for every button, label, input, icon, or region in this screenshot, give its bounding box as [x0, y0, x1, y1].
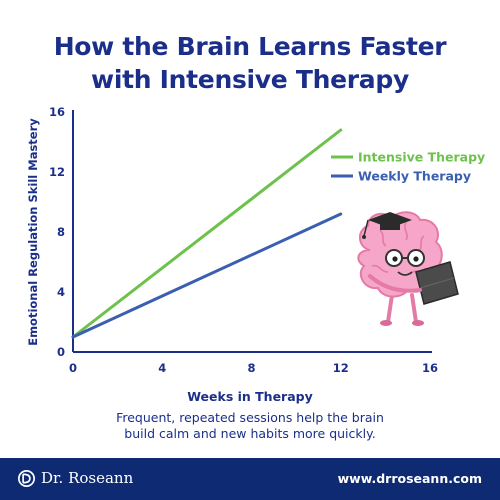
y-tick-label: 0 — [57, 345, 65, 359]
title-line-2: with Intensive Therapy — [91, 65, 409, 94]
y-tick-label: 8 — [57, 225, 65, 239]
series-line-weekly — [71, 212, 343, 339]
caption-line-1: Frequent, repeated sessions help the bra… — [116, 410, 384, 425]
x-axis-label: Weeks in Therapy — [187, 389, 313, 404]
chart-title: How the Brain Learns Faster with Intensi… — [0, 30, 500, 96]
x-tick-label: 16 — [422, 361, 438, 375]
chart-series — [71, 128, 343, 339]
y-tick-label: 12 — [49, 165, 65, 179]
brand-mark-icon — [18, 469, 35, 487]
legend-label: Weekly Therapy — [358, 169, 471, 184]
chart-caption: Frequent, repeated sessions help the bra… — [0, 410, 500, 442]
x-tick-label: 12 — [333, 361, 349, 375]
title-line-1: How the Brain Learns Faster — [53, 32, 447, 61]
x-tick-label: 8 — [247, 361, 255, 375]
chart-legend: Intensive Therapy Weekly Therapy — [331, 150, 485, 184]
y-tick-label: 4 — [57, 285, 65, 299]
footer-bar: Dr. Roseann www.drroseann.com — [0, 458, 500, 500]
x-tick-label: 0 — [69, 361, 77, 375]
y-axis-label: Emotional Regulation Skill Mastery — [26, 118, 40, 346]
y-tick-label: 16 — [49, 105, 65, 119]
brand-logo[interactable]: Dr. Roseann — [18, 469, 133, 487]
series-line-intensive — [71, 128, 343, 339]
line-chart: 0 4 8 12 16 0 4 8 12 16 Intensive Therapy Weekly T… — [26, 105, 485, 404]
chart-axes: 0 4 8 12 16 0 4 8 12 16 — [49, 105, 438, 375]
legend-label: Intensive Therapy — [358, 150, 485, 165]
brand-name: Dr. Roseann — [41, 469, 134, 487]
website-link[interactable]: www.drroseann.com — [337, 471, 482, 486]
caption-line-2: build calm and new habits more quickly. — [124, 426, 376, 441]
brain-reading-book-icon — [357, 211, 459, 326]
x-tick-label: 4 — [158, 361, 166, 375]
